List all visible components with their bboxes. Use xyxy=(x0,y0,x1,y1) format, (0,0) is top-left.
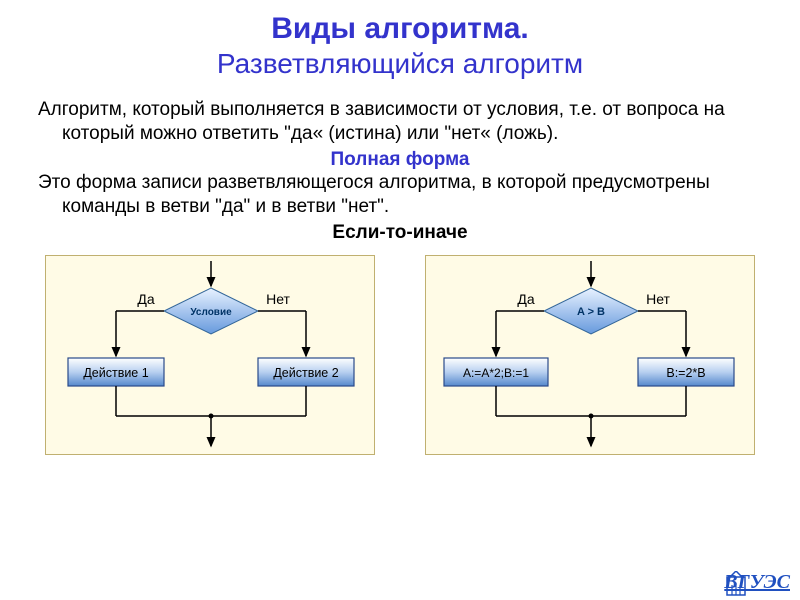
yes-label: Да xyxy=(137,291,154,307)
no-label: Нет xyxy=(266,291,290,307)
flowchart-left: Условие Да Нет Действие 1 Действие 2 xyxy=(45,255,375,455)
yes-label: Да xyxy=(517,291,534,307)
action-left: A:=A*2;B:=1 xyxy=(463,366,529,380)
if-else-label: Если-то-иначе xyxy=(34,221,766,245)
flowchart-right: A > B Да Нет A:=A*2;B:=1 B:=2*B xyxy=(425,255,755,455)
paragraph-2: Это форма записи разветвляющегося алгори… xyxy=(34,171,766,219)
action-left: Действие 1 xyxy=(83,366,148,380)
body-text: Алгоритм, который выполняется в зависимо… xyxy=(0,80,800,245)
paragraph-1: Алгоритм, который выполняется в зависимо… xyxy=(34,98,766,146)
slide-title: Виды алгоритма. xyxy=(0,0,800,46)
condition-text: Условие xyxy=(190,307,232,318)
condition-text: A > B xyxy=(577,306,605,318)
action-right: Действие 2 xyxy=(273,366,338,380)
logo-icon xyxy=(724,571,748,599)
section-label: Полная форма xyxy=(34,148,766,172)
action-right: B:=2*B xyxy=(666,366,705,380)
no-label: Нет xyxy=(646,291,670,307)
slide-subtitle: Разветвляющийся алгоритм xyxy=(0,48,800,80)
diagrams-row: Условие Да Нет Действие 1 Действие 2 xyxy=(0,245,800,455)
logo: ВГУЭС xyxy=(724,571,790,594)
